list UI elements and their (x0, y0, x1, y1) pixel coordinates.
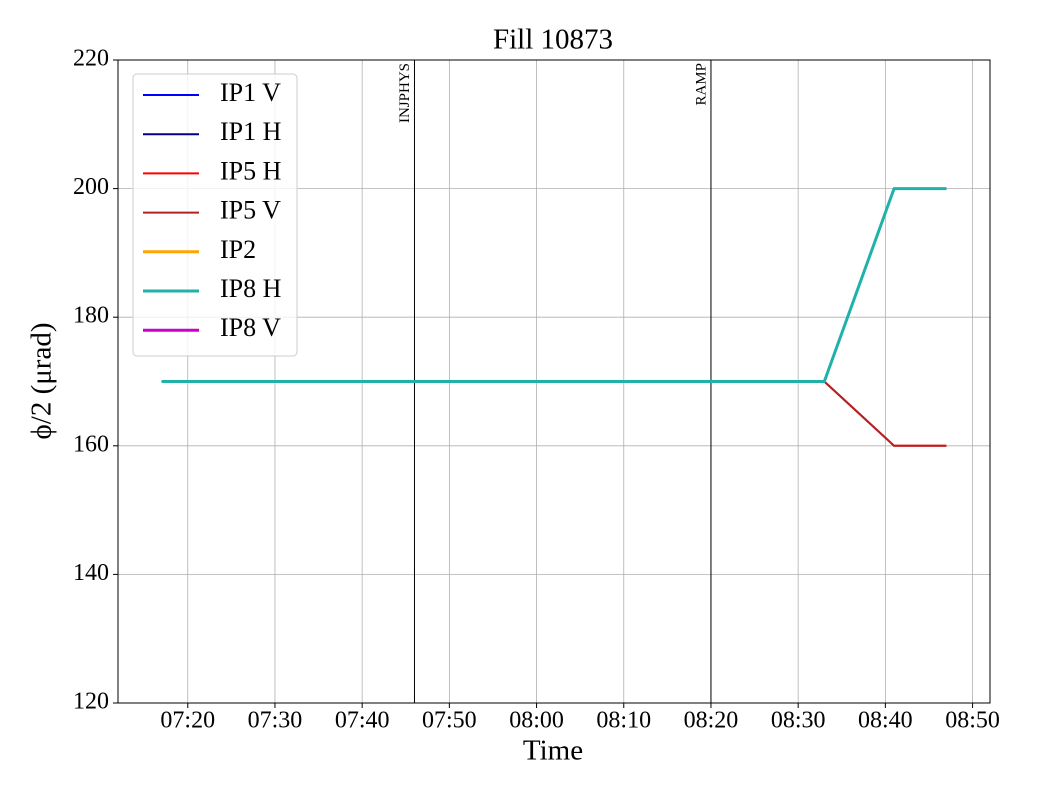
plot-frame (117, 59, 991, 704)
x-tick-label: 08:30 (771, 708, 826, 734)
x-tick-label: 08:40 (858, 708, 913, 734)
y-tick-label: 160 (73, 431, 109, 457)
x-tick-label: 07:20 (160, 708, 215, 734)
legend-label: IP1 V (220, 78, 281, 107)
x-tick-label: 08:00 (509, 708, 564, 734)
legend-label: IP5 V (220, 196, 281, 225)
legend-label: IP8 V (220, 313, 281, 342)
legend-label: IP1 H (220, 117, 282, 146)
legend-label: IP2 (220, 235, 256, 264)
legend-label: IP8 H (220, 274, 282, 303)
x-tick-label: 08:50 (945, 708, 1000, 734)
x-tick-label: 07:50 (422, 708, 477, 734)
x-axis-title: Time (523, 735, 583, 767)
x-tick-label: 08:20 (684, 708, 739, 734)
legend-label: IP5 H (220, 156, 282, 185)
series-line (161, 187, 947, 383)
y-tick-label: 180 (73, 303, 109, 329)
legend: IP1 V IP1 H IP5 H IP5 V IP2 IP8 H IP8 V (132, 73, 298, 357)
marker-label: RAMP (693, 63, 709, 106)
y-tick-label: 200 (73, 174, 109, 200)
y-tick-label: 220 (73, 46, 109, 72)
y-axis-title: ϕ/2 (μrad) (26, 323, 58, 440)
x-tick-label: 08:10 (596, 708, 651, 734)
chart-title: Fill 10873 (493, 24, 613, 56)
x-tick-label: 07:40 (335, 708, 390, 734)
x-tick-label: 07:30 (248, 708, 303, 734)
marker-label: INJPHYS (397, 63, 413, 123)
legend-box (132, 73, 298, 357)
y-tick-label: 120 (73, 689, 109, 715)
y-tick-label: 140 (73, 560, 109, 586)
